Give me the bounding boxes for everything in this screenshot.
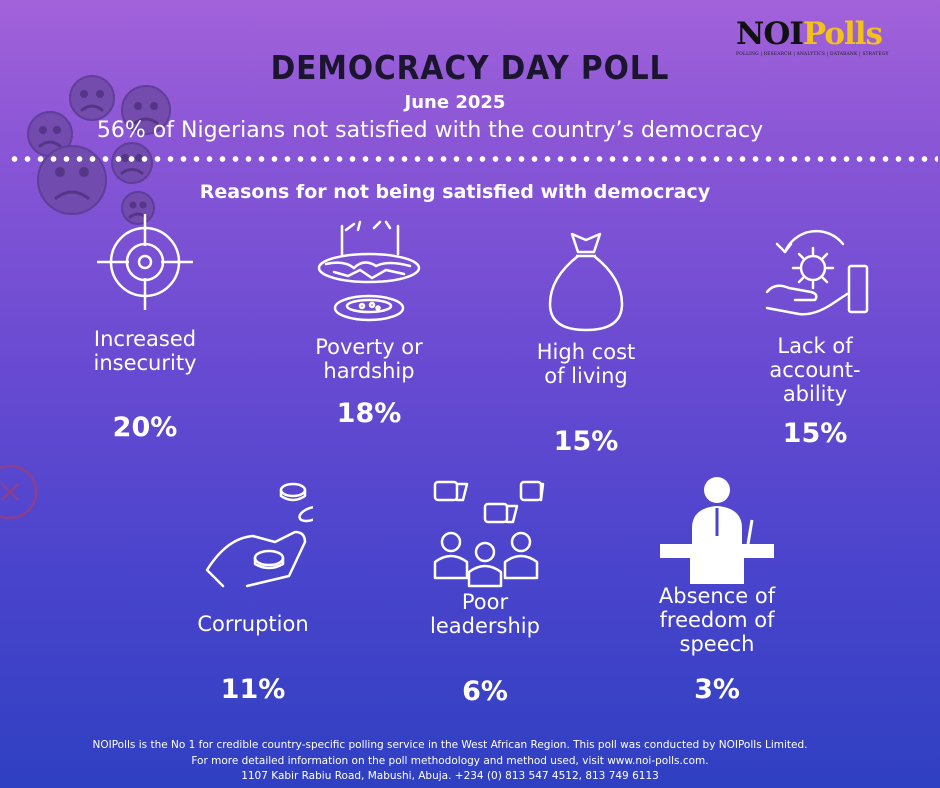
reason-poor-leadership: Poor leadership 6%	[390, 476, 580, 716]
poll-title: DEMOCRACY DAY POLL	[270, 48, 670, 87]
reason-poverty: Poverty or hardship 18%	[274, 220, 464, 440]
reason-percent: 6%	[462, 676, 508, 707]
section-title: Reasons for not being satisfied with dem…	[199, 181, 711, 203]
hand-gear-icon	[765, 229, 869, 316]
logo-noi: NOI	[736, 16, 804, 52]
label-line: freedom of	[659, 608, 775, 632]
noipolls-logo: NOIPolls POLLING | RESEARCH | ANALYTICS …	[736, 18, 922, 57]
reason-label: Poverty or hardship	[274, 335, 464, 383]
label-line: Poor	[461, 590, 509, 614]
label-line: of living	[544, 364, 628, 388]
footer-line: NOIPolls is the No 1 for credible countr…	[92, 739, 808, 751]
poll-headline: 56% of Nigerians not satisfied with the …	[96, 118, 764, 143]
label-line: hardship	[323, 359, 415, 383]
reason-insecurity: Increased insecurity 20%	[50, 212, 240, 452]
thumbs-down-people-icon	[433, 480, 545, 588]
footer: NOIPolls is the No 1 for credible countr…	[0, 738, 900, 785]
reason-corruption: Corruption 11%	[158, 476, 348, 716]
label-line: leadership	[430, 614, 540, 638]
label-line: insecurity	[93, 351, 197, 375]
empty-bowl-icon	[317, 220, 421, 322]
reason-percent: 15%	[782, 418, 848, 449]
footer-line: 1107 Kabir Rabiu Road, Mabushi, Abuja. +…	[241, 770, 659, 782]
label-line: speech	[679, 632, 755, 656]
reason-percent: 3%	[694, 674, 740, 705]
sad-faces-icon	[27, 75, 171, 225]
logo-polls: Polls	[802, 16, 883, 52]
reason-cost-of-living: High cost of living 15%	[491, 228, 681, 463]
reason-percent: 15%	[553, 426, 619, 457]
reason-percent: 20%	[112, 412, 178, 443]
reason-percent: 11%	[220, 674, 286, 705]
label-line: account-	[769, 358, 861, 382]
label-line: Absence of	[658, 584, 776, 608]
money-bag-icon	[548, 232, 624, 332]
logo-tagline: POLLING | RESEARCH | ANALYTICS | DATABAN…	[736, 52, 889, 57]
reason-label: Corruption	[158, 612, 348, 636]
logo-brand: NOIPolls	[736, 18, 922, 50]
hand-coins-icon	[205, 482, 313, 588]
speaker-podium-icon	[660, 477, 774, 584]
dotted-divider	[8, 155, 938, 163]
reason-accountability: Lack of account-ability 15%	[720, 222, 910, 457]
reason-label: High cost of living	[491, 340, 681, 388]
label-line: Poverty or	[315, 335, 423, 359]
reason-percent: 18%	[336, 398, 402, 429]
reason-freedom-of-speech: Absence of freedom of speech 3%	[622, 474, 812, 714]
reason-label: Increased insecurity	[50, 327, 240, 375]
reason-label: Absence of freedom of speech	[622, 584, 812, 656]
label-line: ability	[782, 382, 848, 406]
reason-label: Lack of account-ability	[720, 334, 910, 406]
label-line: Corruption	[197, 612, 309, 636]
label-line: High cost	[536, 340, 636, 364]
x-circle-icon	[0, 464, 38, 520]
poll-date: June 2025	[404, 92, 506, 113]
footer-line: For more detailed information on the pol…	[191, 754, 709, 767]
reason-label: Poor leadership	[390, 590, 580, 638]
label-line: Lack of	[777, 334, 853, 358]
target-icon	[97, 214, 193, 310]
label-line: Increased	[93, 327, 197, 351]
